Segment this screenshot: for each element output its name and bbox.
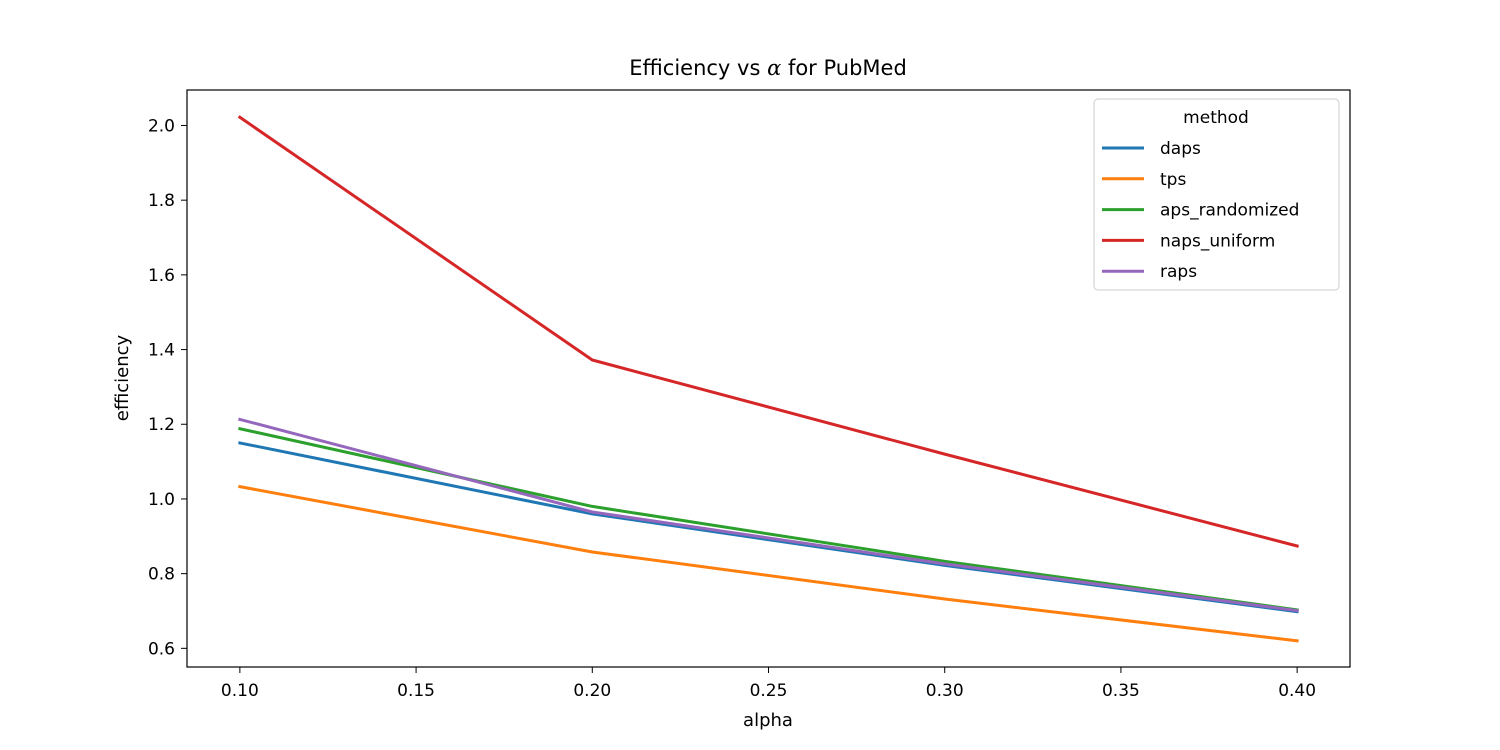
- legend-title: method: [1183, 108, 1249, 128]
- x-tick-label: 0.35: [1102, 681, 1140, 701]
- series-line-tps: [238, 484, 1299, 643]
- y-tick-label: 0.6: [148, 639, 175, 659]
- plot-area: [186, 89, 1351, 668]
- legend-label-tps: tps: [1160, 170, 1186, 190]
- legend-label-aps-randomized: aps_randomized: [1160, 201, 1299, 221]
- x-tick-label: 0.15: [397, 681, 435, 701]
- series-line-naps-uniform: [237, 115, 1299, 548]
- legend-label-raps: raps: [1160, 262, 1197, 282]
- x-tick-label: 0.20: [573, 681, 611, 701]
- legend-label-daps: daps: [1160, 139, 1201, 159]
- y-tick-label: 1.2: [148, 415, 175, 435]
- series-line-aps-randomized: [238, 426, 1299, 612]
- x-tick-label: 0.40: [1278, 681, 1316, 701]
- y-tick-label: 1.0: [148, 490, 175, 510]
- y-tick-label: 2.0: [148, 116, 175, 136]
- y-axis-label: efficiency: [112, 334, 133, 421]
- x-axis: 0.10 0.15 0.20 0.25 0.30 0.35 0.40: [221, 667, 1316, 701]
- series-layer: [237, 115, 1299, 643]
- x-axis-label: alpha: [743, 710, 793, 731]
- legend-label-naps-uniform: naps_uniform: [1160, 231, 1275, 251]
- x-tick-label: 0.10: [221, 681, 259, 701]
- x-tick-label: 0.25: [750, 681, 788, 701]
- y-tick-label: 1.4: [148, 341, 175, 361]
- y-axis: 0.6 0.8 1.0 1.2 1.4 1.6 1.8 2.0: [148, 116, 187, 659]
- y-tick-label: 1.8: [148, 191, 175, 211]
- legend-box: [1093, 98, 1340, 291]
- chart-title: Efficiency vs α for PubMed: [629, 56, 907, 80]
- series-line-raps: [238, 417, 1299, 613]
- y-tick-label: 0.8: [148, 565, 175, 585]
- y-tick-label: 1.6: [148, 266, 175, 286]
- legend: method daps tps aps_randomized naps_uniform…: [1093, 98, 1340, 291]
- x-tick-label: 0.30: [926, 681, 964, 701]
